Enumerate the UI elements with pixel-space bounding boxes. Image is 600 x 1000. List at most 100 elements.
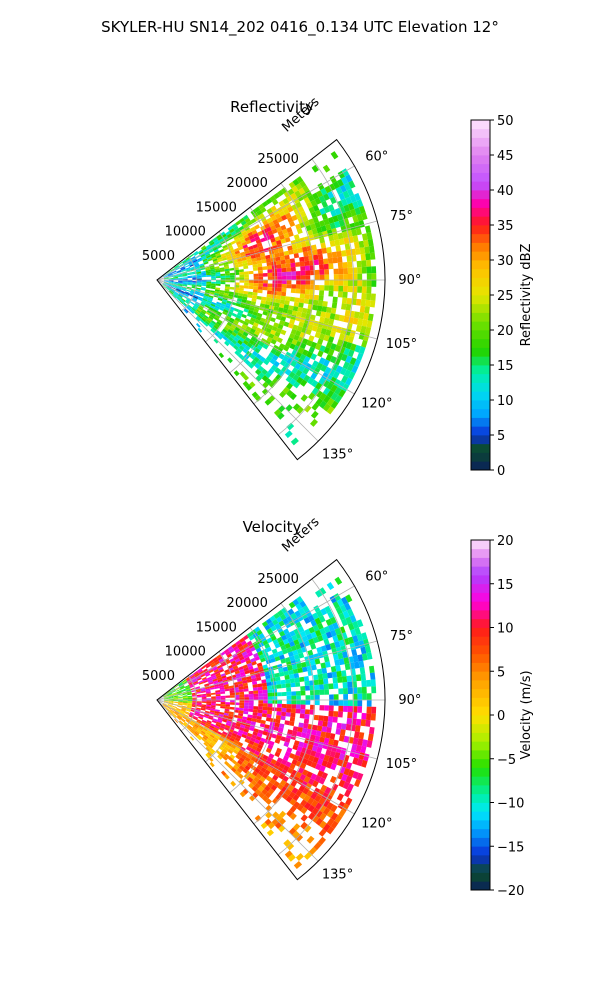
echo-cell <box>279 234 285 240</box>
echo-cell <box>303 374 311 383</box>
echo-cell <box>310 761 318 769</box>
echo-cell <box>198 681 204 685</box>
echo-cell <box>174 718 178 723</box>
echo-cell <box>319 820 327 829</box>
echo-cell <box>351 649 358 657</box>
echo-cell <box>172 693 178 696</box>
echo-cell <box>325 354 333 362</box>
echo-cell <box>330 343 337 351</box>
echo-cell <box>215 270 221 273</box>
echo-cell <box>279 654 285 660</box>
echo-cell <box>338 285 344 292</box>
azimuth-spoke <box>156 699 319 862</box>
echo-cell <box>324 366 332 375</box>
echo-cell <box>234 670 240 675</box>
echo-cell <box>170 289 175 293</box>
echo-cell <box>308 218 315 225</box>
echo-cell <box>305 270 311 276</box>
echo-cell <box>167 692 172 695</box>
echo-cell <box>243 654 249 659</box>
echo-cell <box>173 292 178 296</box>
echo-cell <box>356 213 364 222</box>
colorbar-swatch <box>471 750 490 760</box>
echo-cell <box>293 740 300 746</box>
echo-cell <box>242 634 249 641</box>
echo-cell <box>210 708 216 711</box>
echo-cell <box>210 706 216 710</box>
echo-cell <box>163 283 168 286</box>
colorbar-tick-label: 0 <box>497 709 505 724</box>
echo-cell <box>223 681 229 686</box>
echo-cell <box>216 256 223 261</box>
echo-cell <box>209 685 215 689</box>
echo-cell <box>216 654 222 659</box>
echo-cell <box>315 209 322 217</box>
echo-cell <box>245 228 252 234</box>
echo-cell <box>216 719 223 724</box>
echo-cell <box>366 273 372 280</box>
echo-cell <box>321 792 329 800</box>
echo-cell <box>171 689 176 693</box>
echo-cell <box>356 619 364 628</box>
echo-cell <box>355 674 362 682</box>
echo-cell <box>369 245 375 254</box>
echo-cell <box>184 712 190 716</box>
echo-cell <box>320 608 328 616</box>
echo-cell <box>189 736 195 741</box>
echo-cell <box>182 284 188 287</box>
echo-cell <box>204 713 210 717</box>
echo-cell <box>231 331 237 337</box>
colorbar-swatch <box>471 645 490 655</box>
echo-cell <box>244 656 251 662</box>
echo-cell <box>205 731 211 736</box>
echo-cell <box>300 686 306 691</box>
echo-cell <box>168 283 173 286</box>
echo-cell <box>296 275 301 280</box>
echo-cell <box>291 695 297 700</box>
echo-cell <box>238 710 244 714</box>
echo-cell <box>258 203 265 210</box>
echo-cell <box>267 788 275 795</box>
echo-cell <box>229 326 235 332</box>
colorbar-swatch <box>471 793 490 803</box>
echo-cell <box>235 334 241 340</box>
echo-cell <box>352 757 359 765</box>
echo-cell <box>218 658 224 663</box>
echo-cell <box>227 296 233 300</box>
echo-cell <box>326 382 334 390</box>
echo-cell <box>167 712 172 716</box>
echo-cell <box>181 259 187 263</box>
echo-cell <box>329 240 336 247</box>
echo-cell <box>292 744 299 751</box>
echo-cell <box>341 760 348 768</box>
echo-cell <box>242 331 249 337</box>
echo-cell <box>230 275 235 278</box>
echo-cell <box>180 718 185 723</box>
echo-cell <box>319 274 325 280</box>
echo-cell <box>175 687 181 691</box>
echo-cell <box>335 665 341 672</box>
echo-cell <box>319 753 326 760</box>
echo-cell <box>299 180 307 188</box>
echo-cell <box>219 725 225 729</box>
colorbar-swatch <box>471 303 490 313</box>
echo-cell <box>254 767 261 774</box>
echo-cell <box>184 308 189 313</box>
echo-cell <box>341 632 348 640</box>
echo-cell <box>320 188 328 196</box>
echo-cell <box>267 822 275 830</box>
echo-cell <box>292 726 299 732</box>
echo-cell <box>345 723 352 731</box>
colorbar-tick-label: 25 <box>497 289 514 304</box>
echo-cell <box>343 204 351 213</box>
echo-cell <box>187 275 193 278</box>
echo-cell <box>215 283 221 286</box>
echo-cell <box>212 738 218 743</box>
echo-cell <box>324 705 330 711</box>
echo-cell <box>209 761 215 768</box>
echo-cell <box>318 295 324 301</box>
echo-cell <box>329 616 337 625</box>
echo-cell <box>185 687 191 690</box>
echo-cell <box>250 646 256 652</box>
